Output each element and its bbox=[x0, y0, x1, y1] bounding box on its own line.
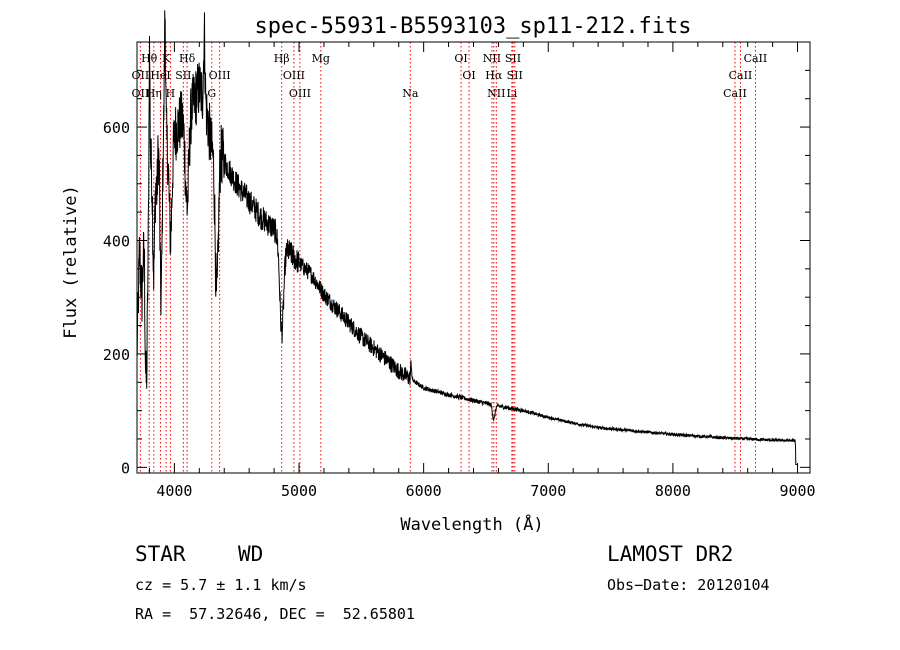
observation-date: Obs−Date: 20120104 bbox=[607, 576, 770, 594]
spectral-line-label: OII bbox=[132, 87, 150, 100]
chart-title: spec-55931-B5593103_sp11-212.fits bbox=[254, 14, 691, 39]
spectral-line-label: Hβ bbox=[274, 52, 290, 65]
x-tick-label: 4000 bbox=[156, 482, 192, 500]
spectral-line-label: OIII bbox=[289, 87, 311, 100]
spectral-line-label: CaII bbox=[744, 52, 768, 65]
spectral-line-label: Li bbox=[506, 87, 517, 100]
spectral-line-label: OI bbox=[454, 52, 467, 65]
spectral-line-label: CaII bbox=[723, 87, 747, 100]
spectral-line-label: Na bbox=[402, 87, 419, 100]
spectral-line-label: HeI bbox=[150, 69, 170, 82]
survey-name: LAMOST DR2 bbox=[607, 542, 734, 566]
spectrum-chart: spec-55931-B5593103_sp11-212.fits Hθ K Hδ H… bbox=[61, 10, 816, 535]
object-subclass: WD bbox=[238, 542, 264, 566]
spectral-line-label: OII bbox=[132, 69, 150, 82]
spectral-line-markers bbox=[139, 42, 756, 473]
spectral-line-label: CaII bbox=[729, 69, 753, 82]
spectral-line-label: OIII bbox=[283, 69, 305, 82]
spectral-line-label: OI bbox=[462, 69, 475, 82]
plot-frame bbox=[136, 41, 811, 474]
object-class: STAR bbox=[135, 542, 186, 566]
x-tick-label: 6000 bbox=[406, 482, 442, 500]
spectral-line-label: H bbox=[166, 87, 176, 100]
y-tick-label: 400 bbox=[103, 232, 130, 250]
redshift-value: cz = 5.7 ± 1.1 km/s bbox=[135, 576, 307, 594]
x-tick-label: 9000 bbox=[779, 482, 815, 500]
x-axis-label: Wavelength (Å) bbox=[400, 513, 543, 535]
spectral-line-label: K bbox=[162, 52, 171, 65]
spectral-line-label: Hα bbox=[485, 69, 503, 82]
coordinates: RA = 57.32646, DEC = 52.65801 bbox=[135, 605, 415, 623]
y-tick-label: 0 bbox=[121, 459, 130, 477]
spectral-line-label: G bbox=[207, 87, 216, 100]
y-tick-label: 200 bbox=[103, 346, 130, 364]
spectral-line-label: SII bbox=[507, 69, 523, 82]
x-tick-label: 8000 bbox=[655, 482, 691, 500]
spectral-line-label: Hδ bbox=[179, 52, 196, 65]
y-axis-label: Flux (relative) bbox=[61, 185, 81, 339]
spectral-line-label: NII bbox=[483, 52, 501, 65]
spectral-line-label: Mg bbox=[312, 52, 330, 65]
spectral-line-label: Hη bbox=[146, 87, 162, 100]
axes: 4000 5000 6000 7000 8000 9000 0 200 400 600 bbox=[103, 42, 816, 500]
spectral-line-label: NII bbox=[487, 87, 505, 100]
spectral-line-label: SII bbox=[175, 69, 191, 82]
spectral-line-label: SII bbox=[505, 52, 521, 65]
x-tick-label: 5000 bbox=[281, 482, 317, 500]
spectral-line-label: OIII bbox=[209, 69, 231, 82]
y-tick-label: 600 bbox=[103, 119, 130, 137]
spectrum-line bbox=[136, 10, 798, 465]
x-tick-label: 7000 bbox=[530, 482, 566, 500]
